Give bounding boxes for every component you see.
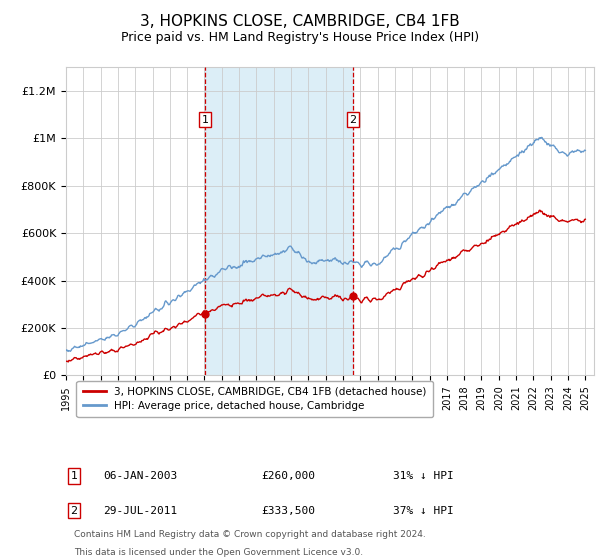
Text: 1: 1 xyxy=(202,115,209,124)
Bar xyxy=(205,67,353,375)
Text: 29-JUL-2011: 29-JUL-2011 xyxy=(103,506,177,516)
Text: 06-JAN-2003: 06-JAN-2003 xyxy=(103,471,177,481)
Text: Price paid vs. HM Land Registry's House Price Index (HPI): Price paid vs. HM Land Registry's House … xyxy=(121,31,479,44)
Legend: 3, HOPKINS CLOSE, CAMBRIDGE, CB4 1FB (detached house), HPI: Average price, detac: 3, HOPKINS CLOSE, CAMBRIDGE, CB4 1FB (de… xyxy=(76,381,433,417)
Text: 31% ↓ HPI: 31% ↓ HPI xyxy=(394,471,454,481)
Text: 2: 2 xyxy=(349,115,356,124)
Text: This data is licensed under the Open Government Licence v3.0.: This data is licensed under the Open Gov… xyxy=(74,548,363,557)
Text: 3, HOPKINS CLOSE, CAMBRIDGE, CB4 1FB: 3, HOPKINS CLOSE, CAMBRIDGE, CB4 1FB xyxy=(140,14,460,29)
Text: 1: 1 xyxy=(70,471,77,481)
Text: £333,500: £333,500 xyxy=(262,506,316,516)
Text: £260,000: £260,000 xyxy=(262,471,316,481)
Text: 2: 2 xyxy=(70,506,77,516)
Text: Contains HM Land Registry data © Crown copyright and database right 2024.: Contains HM Land Registry data © Crown c… xyxy=(74,530,425,539)
Text: 37% ↓ HPI: 37% ↓ HPI xyxy=(394,506,454,516)
